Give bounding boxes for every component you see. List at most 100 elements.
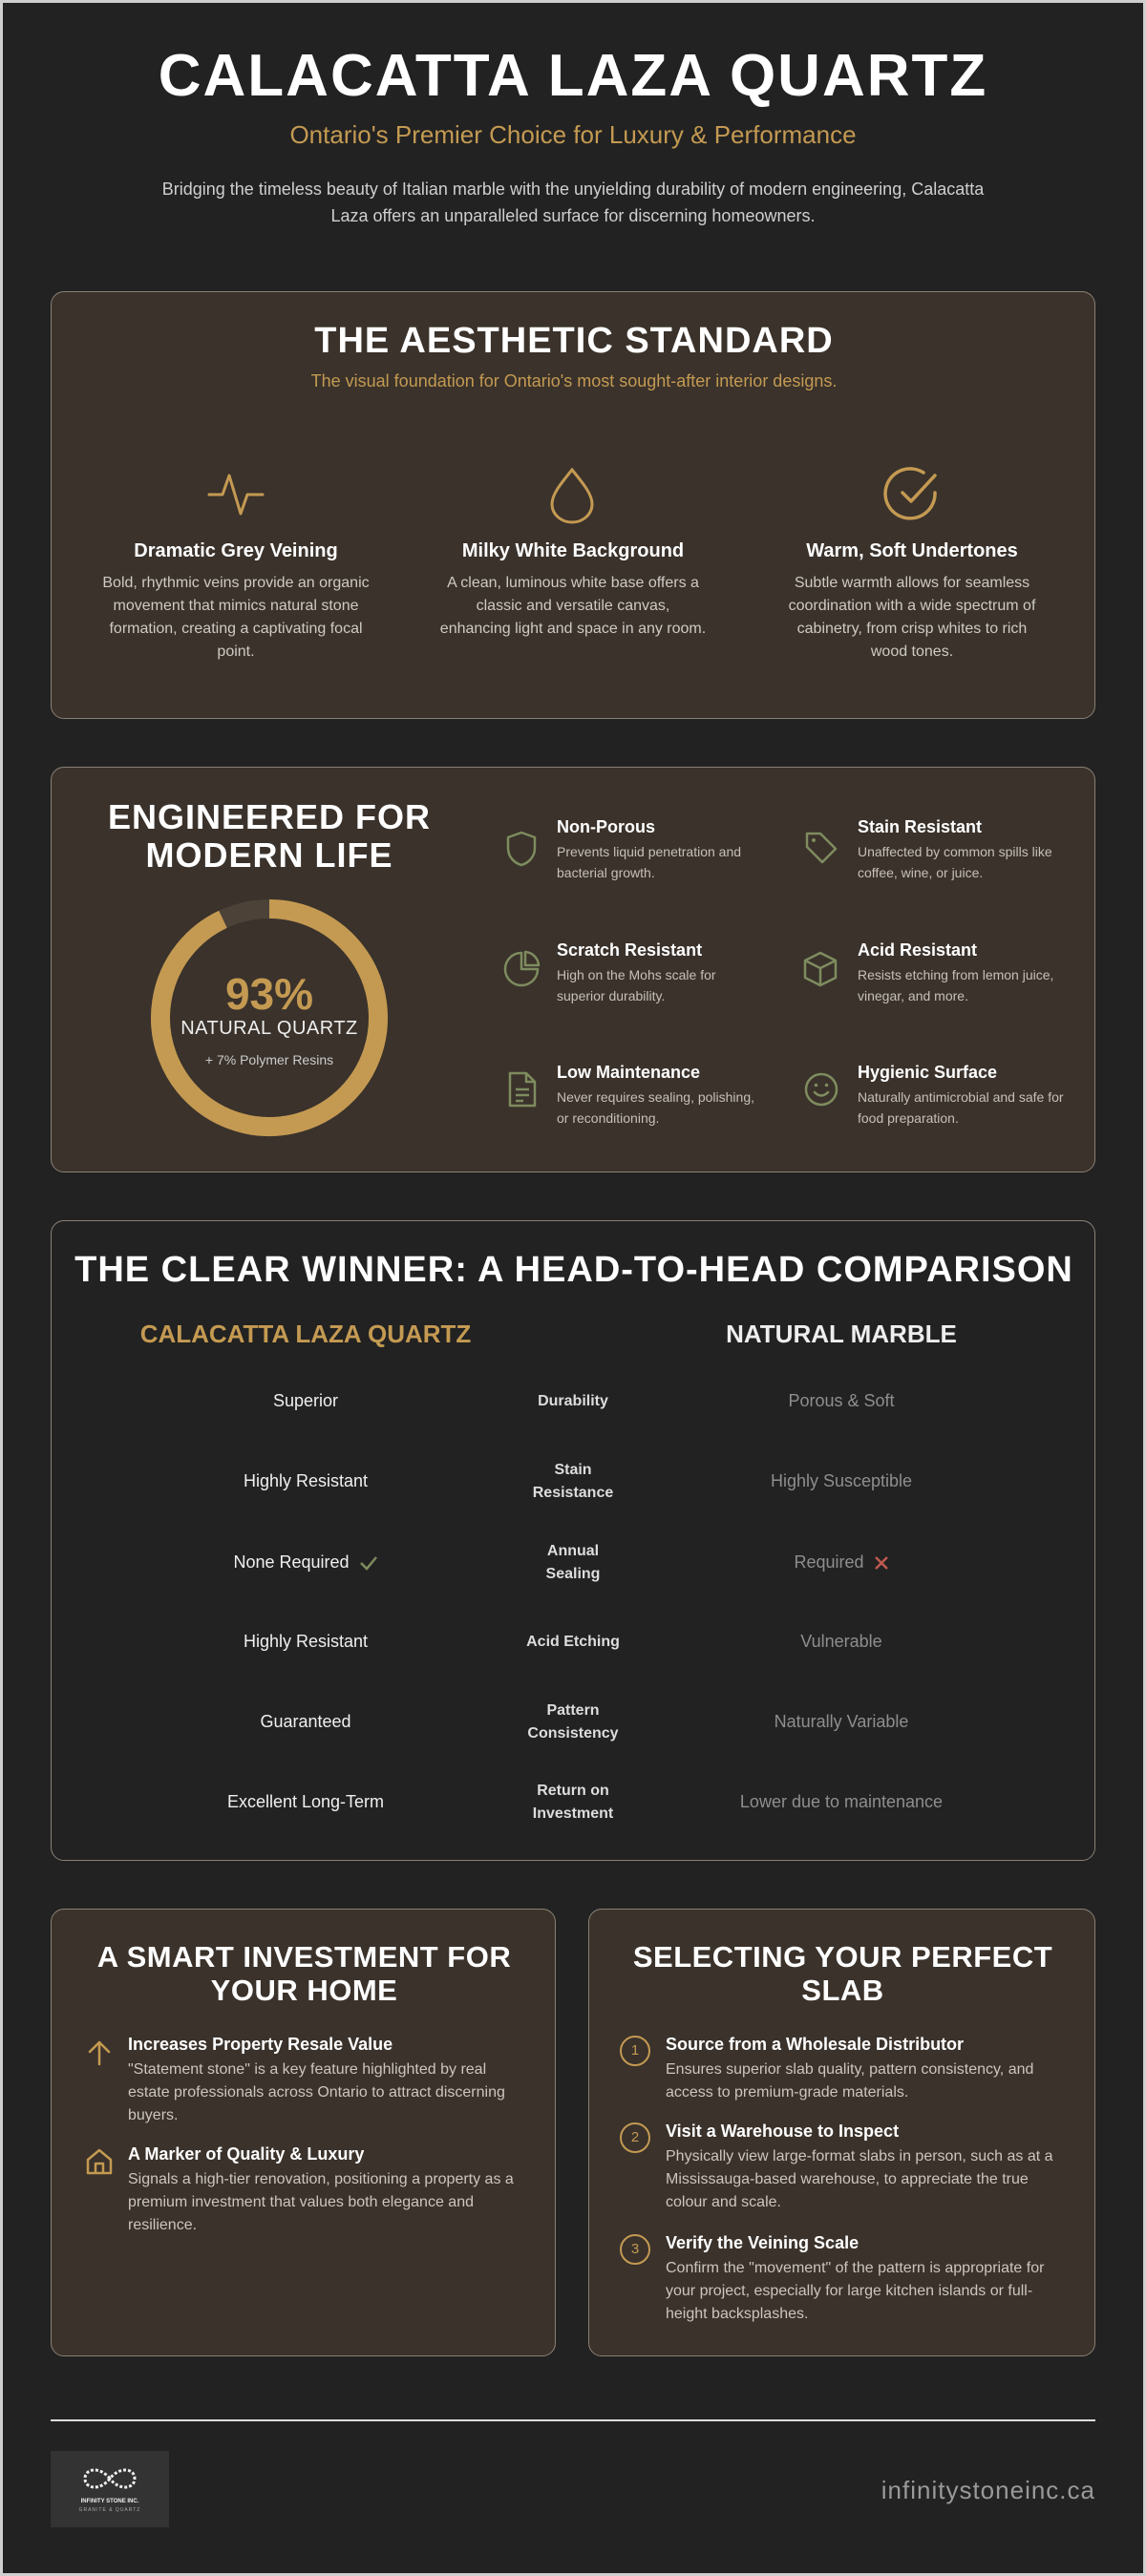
logo-tagline: GRANITE & QUARTZ [78, 2507, 141, 2513]
quartz-value: Highly Resistant [243, 1471, 369, 1490]
cross-stroke [874, 1555, 888, 1570]
step: Source from a Wholesale Distributor Ensur… [666, 2035, 1067, 2104]
item-text: "Statement stone" is a key feature highl… [128, 2061, 505, 2123]
marble-cell: Naturally Variable [650, 1712, 1032, 1732]
cube-icon [803, 951, 838, 987]
section-title: THE CLEAR WINNER: A HEAD-TO-HEAD COMPARI… [74, 1250, 1073, 1290]
criterion: Pattern Consistency [527, 1702, 619, 1742]
donut-note: + 7% Polymer Resins [204, 1052, 334, 1067]
quartz-cell: Highly Resistant [115, 1632, 497, 1652]
quartz-cell: Guaranteed [115, 1712, 497, 1732]
donut [151, 899, 388, 1136]
step-title: Visit a Warehouse to Inspect [666, 2122, 900, 2141]
section-subtitle: The visual foundation for Ontario's most… [310, 371, 838, 391]
check-icon [359, 1555, 377, 1571]
criterion: Stain Resistance [532, 1462, 614, 1501]
step: Verify the Veining Scale Confirm the "mov… [666, 2233, 1067, 2326]
marble-value: Naturally Variable [774, 1712, 909, 1731]
subtitle: Ontario's Premier Choice for Luxury & Pe… [289, 120, 857, 149]
feature: Scratch Resistant High on the Mohs scale … [557, 940, 767, 1006]
column-header: NATURAL MARBLE [726, 1320, 957, 1348]
feature: Low Maintenance Never requires sealing, p… [557, 1063, 767, 1129]
item-title: A Marker of Quality & Luxury [128, 2144, 365, 2164]
step-text: Ensures superior slab quality, pattern c… [666, 2061, 1034, 2101]
criterion: Annual Sealing [545, 1543, 601, 1582]
feature-title: Scratch Resistant [557, 940, 703, 960]
feature-title: Low Maintenance [557, 1063, 701, 1082]
check-stroke [359, 1555, 377, 1571]
criterion: Acid Etching [526, 1634, 620, 1650]
feature: Hygienic Surface Naturally antimicrobial … [858, 1063, 1068, 1129]
marble-cell: Required [650, 1552, 1032, 1573]
engineered-section: ENGINEERED FOR MODERN LIFE 93% NATURAL Q… [51, 767, 1095, 1172]
smile-icon [804, 1072, 838, 1107]
footer-rule [51, 2419, 1095, 2421]
feature-text: Bold, rhythmic veins provide an organic … [102, 575, 370, 660]
page-title: CALACATTA LAZA QUARTZ [158, 43, 988, 109]
item-title: Increases Property Resale Value [128, 2035, 393, 2054]
quartz-cell: None Required [115, 1552, 497, 1573]
step-number: 3 [620, 2234, 650, 2265]
marble-value: Lower due to maintenance [739, 1792, 944, 1811]
feature-text: Prevents liquid penetration and bacteria… [557, 844, 742, 880]
document-icon [508, 1071, 537, 1108]
logo-name: INFINITY STONE INC. [80, 2499, 139, 2504]
quartz-value: Highly Resistant [243, 1632, 369, 1651]
item: Increases Property Resale Value "Statemen… [128, 2035, 529, 2127]
quartz-value: Superior [272, 1391, 339, 1410]
marble-value: Porous & Soft [788, 1391, 895, 1410]
pulse-icon [207, 474, 265, 516]
feature-title: Stain Resistant [858, 817, 983, 836]
feature-text: A clean, luminous white base offers a cl… [439, 575, 707, 637]
feature-title: Acid Resistant [858, 940, 978, 960]
tag-icon [805, 832, 838, 864]
donut-arc [151, 899, 388, 1136]
section-title: A SMART INVESTMENT FOR YOUR HOME [96, 1940, 512, 2007]
step-number: 2 [620, 2122, 650, 2153]
comparison-section: THE CLEAR WINNER: A HEAD-TO-HEAD COMPARI… [51, 1220, 1095, 1861]
shield-icon [506, 831, 537, 867]
item: A Marker of Quality & Luxury Signals a hi… [128, 2144, 529, 2237]
check-circle-icon [883, 467, 937, 520]
feature-text: Resists etching from lemon juice, vinega… [858, 967, 1054, 1003]
feature-title: Hygienic Surface [858, 1063, 998, 1082]
feature-text: Subtle warmth allows for seamless coordi… [788, 575, 1036, 660]
feature-title: Warm, Soft Undertones [806, 540, 1018, 561]
section-title: ENGINEERED FOR MODERN LIFE [107, 797, 432, 875]
cross-icon [874, 1555, 888, 1570]
step-number: 1 [620, 2036, 650, 2066]
section-title: THE AESTHETIC STANDARD [314, 321, 834, 361]
pie-icon [503, 950, 541, 987]
aesthetic-section: THE AESTHETIC STANDARD The visual founda… [51, 291, 1095, 719]
feature: Non-Porous Prevents liquid penetration an… [557, 817, 786, 883]
marble-value: Vulnerable [800, 1632, 882, 1651]
feature: Stain Resistant Unaffected by common spil… [858, 817, 1068, 883]
criterion: Durability [538, 1393, 608, 1409]
arrow-up-icon [88, 2040, 111, 2066]
feature: Milky White Background A clean, luminous … [439, 540, 707, 641]
feature: Dramatic Grey Veining Bold, rhythmic vein… [102, 540, 370, 664]
quartz-value: Guaranteed [260, 1712, 351, 1731]
quartz-value: Excellent Long-Term [226, 1792, 385, 1811]
step-text: Physically view large-format slabs in pe… [666, 2148, 1053, 2210]
quartz-cell: Highly Resistant [115, 1471, 497, 1491]
feature-title: Non-Porous [557, 817, 655, 836]
quartz-cell: Superior [115, 1391, 497, 1411]
feature-title: Milky White Background [461, 540, 685, 561]
feature-text: Naturally antimicrobial and safe for foo… [858, 1089, 1064, 1126]
step-title: Source from a Wholesale Distributor [666, 2035, 965, 2054]
donut-value: 93% [224, 969, 314, 1019]
marble-value: Highly Susceptible [770, 1471, 913, 1490]
step-title: Verify the Veining Scale [666, 2233, 860, 2252]
item-text: Signals a high-tier renovation, position… [128, 2171, 514, 2233]
step: Visit a Warehouse to Inspect Physically v… [666, 2122, 1067, 2214]
website: infinitystoneinc.ca [881, 2476, 1095, 2504]
feature-text: Unaffected by common spills like coffee,… [858, 844, 1052, 880]
intro: Bridging the timeless beauty of Italian … [161, 179, 985, 225]
quartz-cell: Excellent Long-Term [115, 1792, 497, 1812]
quartz-value: None Required [233, 1552, 350, 1572]
selection-section: SELECTING YOUR PERFECT SLAB 1 Source from… [588, 1909, 1095, 2356]
marble-value: Required [794, 1552, 864, 1572]
logo: INFINITY STONE INC. GRANITE & QUARTZ [51, 2451, 169, 2527]
